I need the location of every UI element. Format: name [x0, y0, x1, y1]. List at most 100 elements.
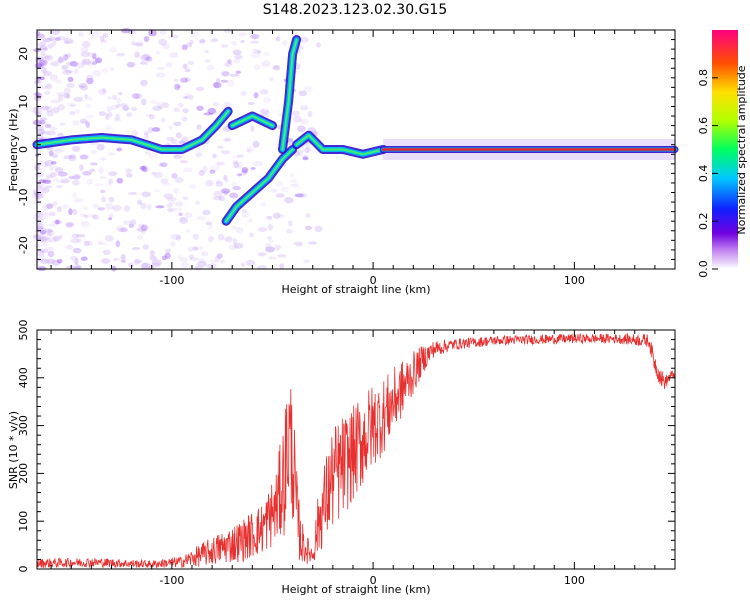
spectrogram-noise-blob: [37, 43, 44, 49]
spectrogram-noise-blob: [36, 184, 43, 190]
spectrogram-noise-blob: [87, 213, 96, 218]
spectrogram-noise-blob: [179, 256, 188, 263]
spectrogram-noise-blob: [145, 55, 153, 63]
spectrogram-noise-blob: [250, 33, 260, 40]
spectrogram-noise-blob: [173, 207, 183, 212]
spectrogram-noise-blob: [121, 27, 131, 34]
spectrogram-noise-blob: [116, 97, 121, 104]
spectrogram-noise-blob: [79, 118, 88, 124]
spectrogram-noise-blob: [158, 162, 163, 167]
spectrogram-ridge-core: [225, 148, 294, 223]
spectrogram-noise-blob: [81, 58, 92, 65]
spectrogram-noise-blob: [68, 155, 77, 162]
spectrogram-noise-blob: [85, 121, 91, 128]
spectrogram-noise-blob: [39, 45, 48, 51]
spectrogram-noise-blob: [141, 262, 151, 270]
spectrogram-noise-blob: [178, 212, 183, 216]
spectrogram-noise-blob: [210, 38, 219, 43]
spectrogram-noise-blob: [43, 162, 48, 169]
spectrogram-noise-blob: [144, 150, 151, 155]
spectrogram-noise-blob: [66, 82, 75, 88]
spectrogram-noise-blob: [182, 63, 188, 69]
spectrogram-noise-blob: [80, 85, 88, 91]
spectrogram-noise-blob: [127, 262, 135, 268]
spectrogram-noise-blob: [90, 150, 98, 154]
spectrogram-noise-blob: [212, 153, 217, 159]
spectrogram-noise-blob: [139, 61, 146, 65]
spectrogram-noise-blob: [257, 49, 262, 54]
spectrogram-noise-blob: [92, 30, 101, 38]
spectrogram-noise-blob: [224, 137, 232, 142]
spectrogram-noise-blob: [257, 226, 268, 232]
spectrogram-noise-blob: [42, 47, 49, 52]
spectrogram-noise-blob: [136, 235, 143, 241]
spectrogram-noise-blob: [191, 31, 200, 37]
spectrogram-noise-blob: [260, 202, 267, 207]
spectrogram-noise-blob: [287, 220, 293, 227]
spectrogram-noise-blob: [156, 66, 166, 71]
spectrogram-noise-blob: [50, 60, 60, 67]
spectrogram-noise-blob: [250, 40, 259, 44]
spectrogram-noise-blob: [202, 209, 211, 216]
spectrogram-noise-blob: [215, 78, 221, 83]
spectrogram-noise-blob: [233, 58, 241, 64]
spectrogram-noise-blob: [40, 105, 50, 110]
spectrogram-ylabel: Frequency (Hz): [7, 109, 20, 192]
spectrogram-noise-blob: [120, 227, 129, 233]
spectrogram-noise-blob: [125, 168, 132, 174]
spectrogram-noise-blob: [149, 255, 157, 261]
spectrogram-noise-blob: [131, 247, 141, 251]
spectrogram-noise-blob: [50, 152, 60, 156]
spectrogram-noise-blob: [47, 36, 56, 41]
spectrogram-noise-blob: [104, 235, 114, 242]
spectrogram-noise-blob: [304, 146, 311, 154]
spectrogram-noise-blob: [44, 203, 53, 210]
spectrogram-noise-blob: [151, 171, 156, 176]
spectrogram-noise-blob: [72, 173, 81, 181]
spectrogram-noise-blob: [179, 216, 189, 224]
spectrogram-ridge-core: [36, 110, 230, 151]
spectrogram-noise-blob: [137, 199, 143, 205]
spectrogram-noise-blob: [33, 80, 43, 86]
spectrogram-noise-blob: [153, 171, 164, 179]
spectrogram-noise-blob: [209, 169, 216, 174]
spectrogram-noise-blob: [182, 95, 189, 100]
spectrogram-noise-blob: [220, 188, 231, 194]
spectrogram-noise-blob: [139, 166, 146, 171]
spectrogram-x-tick-label: 100: [564, 274, 585, 287]
snr-y-tick-label: 500: [17, 320, 30, 341]
spectrogram-noise-blob: [134, 259, 143, 264]
spectrogram-noise-blob: [116, 177, 124, 184]
spectrogram-noise-blob: [173, 107, 180, 112]
spectrogram-noise-blob: [65, 62, 73, 67]
spectrogram-noise-blob: [147, 126, 153, 134]
spectrogram-noise-blob: [61, 66, 69, 71]
spectrogram-noise-blob: [270, 188, 278, 193]
spectrogram-noise-blob: [60, 178, 70, 184]
spectrogram-noise-blob: [175, 234, 182, 241]
spectrogram-noise-blob: [299, 45, 304, 51]
spectrogram-noise-blob: [140, 54, 150, 61]
spectrogram-noise-blob: [86, 240, 93, 247]
spectrogram-noise-blob: [180, 77, 188, 83]
spectrogram-noise-blob: [300, 118, 309, 125]
spectrogram-noise-blob: [75, 62, 85, 69]
spectrogram-noise-blob: [217, 145, 224, 149]
spectrogram-noise-blob: [39, 179, 50, 184]
spectrogram-noise-blob: [137, 223, 145, 228]
spectrogram-noise-blob: [34, 125, 45, 131]
spectrogram-noise-blob: [63, 53, 69, 61]
spectrogram-x-tick-label: 0: [370, 274, 377, 287]
spectrogram-noise-blob: [140, 224, 148, 232]
spectrogram-noise-blob: [284, 197, 294, 204]
spectrogram-noise-blob: [296, 149, 304, 156]
spectrogram-noise-blob: [71, 145, 81, 152]
spectrogram-noise-blob: [36, 128, 46, 135]
spectrogram-noise-blob: [99, 157, 107, 161]
spectrogram-noise-blob: [303, 259, 310, 264]
spectrogram-noise-blob: [241, 169, 248, 176]
spectrogram-noise-blob: [230, 40, 238, 46]
spectrogram-noise-blob: [191, 246, 199, 251]
spectrogram-noise-blob: [170, 34, 179, 39]
spectrogram-noise-blob: [296, 125, 306, 133]
